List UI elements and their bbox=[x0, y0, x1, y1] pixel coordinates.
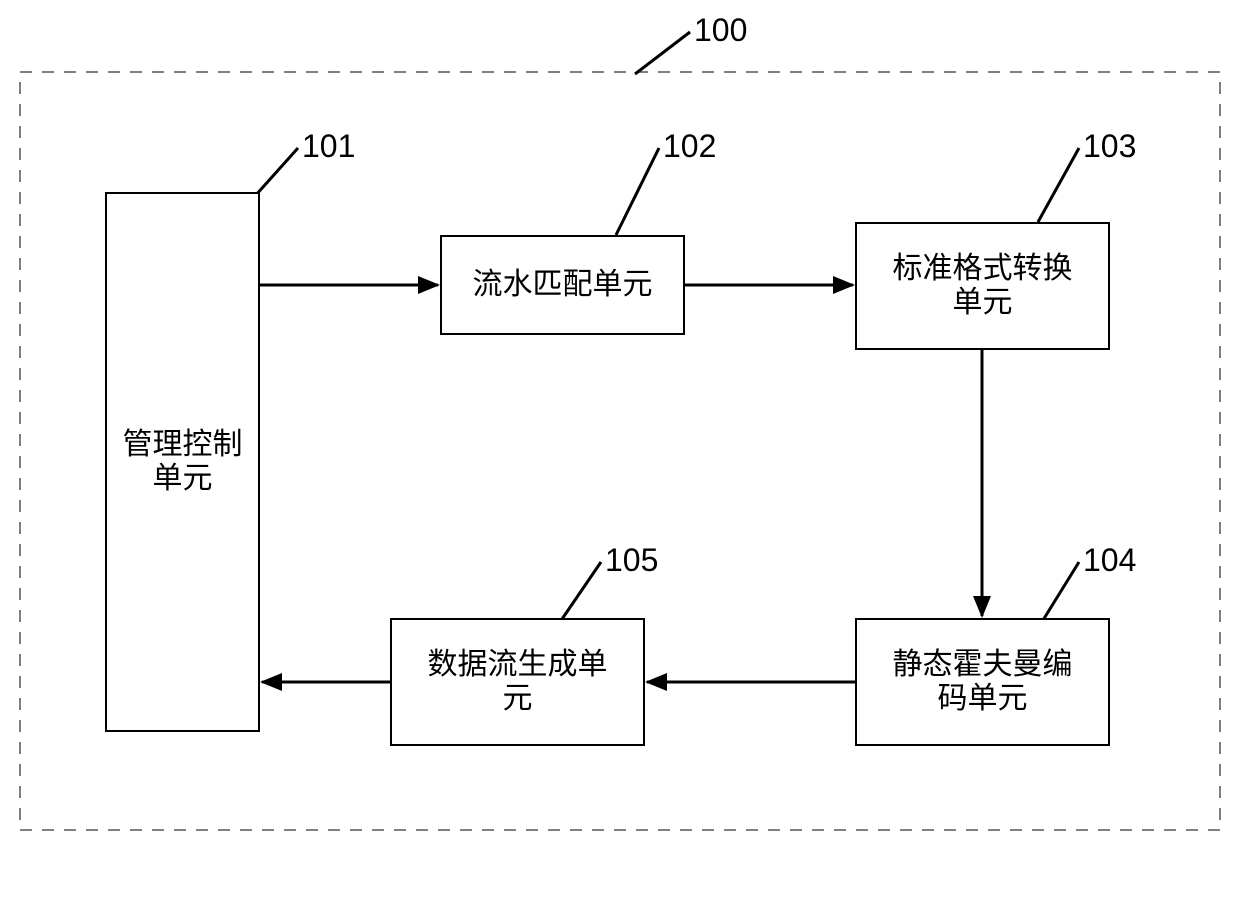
node-104-static-huffman: 静态霍夫曼编 码单元 bbox=[855, 618, 1110, 746]
node-105-datastream-gen: 数据流生成单 元 bbox=[390, 618, 645, 746]
ref-label-101: 101 bbox=[302, 128, 355, 165]
node-103-format-convert: 标准格式转换 单元 bbox=[855, 222, 1110, 350]
ref-label-103: 103 bbox=[1083, 128, 1136, 165]
ref-label-100: 100 bbox=[694, 12, 747, 49]
ref-label-104: 104 bbox=[1083, 542, 1136, 579]
ref-label-105: 105 bbox=[605, 542, 658, 579]
node-102-pipeline-match: 流水匹配单元 bbox=[440, 235, 685, 335]
ref-label-102: 102 bbox=[663, 128, 716, 165]
node-101-management-control: 管理控制 单元 bbox=[105, 192, 260, 732]
